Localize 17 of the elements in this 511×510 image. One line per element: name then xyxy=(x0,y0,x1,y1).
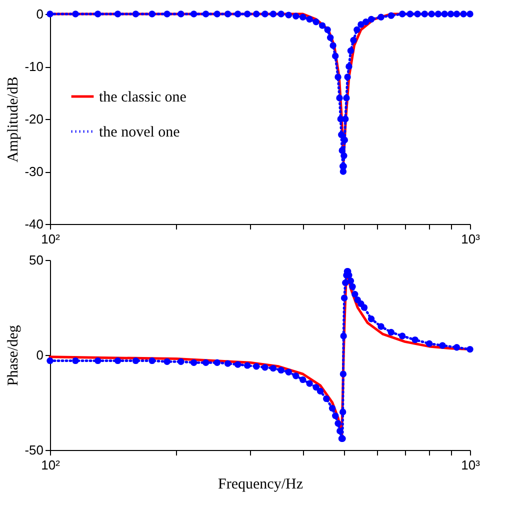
x-tick-label: 10³ xyxy=(461,458,481,472)
x-tick-label: 10² xyxy=(41,232,61,246)
y-tick-label: -50 xyxy=(24,442,44,458)
x-axis-title: Frequency/Hz xyxy=(218,476,304,492)
y-tick-label: 0 xyxy=(36,348,44,362)
legend-label: the classic one xyxy=(99,90,187,106)
legend-label: the novel one xyxy=(99,124,180,140)
x-tick-label: 10² xyxy=(41,458,61,472)
y-tick-label: 50 xyxy=(29,252,44,268)
y-tick-label: 0 xyxy=(36,6,44,22)
y-axis-title: Amplitude/dB xyxy=(6,76,22,162)
y-tick-label: -10 xyxy=(24,59,44,74)
y-axis-title: Phase/deg xyxy=(6,324,22,386)
x-tick-label: 10³ xyxy=(461,232,481,246)
y-tick-label: -40 xyxy=(24,216,44,232)
y-tick-label: -30 xyxy=(24,164,44,179)
y-tick-label: -20 xyxy=(24,112,44,126)
